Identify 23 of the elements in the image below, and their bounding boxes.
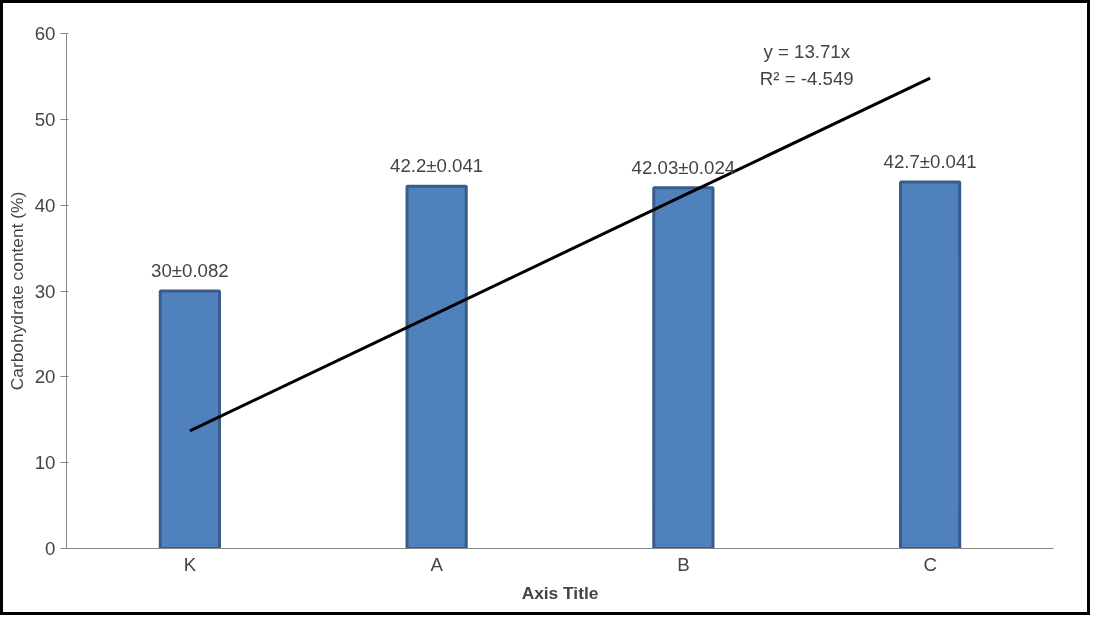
- data-label: 42.2±0.041: [390, 155, 484, 177]
- y-tick-label: 0: [45, 538, 56, 559]
- y-tick-label: 40: [34, 194, 56, 216]
- bar: [405, 184, 468, 549]
- x-tick-label: A: [430, 553, 444, 575]
- y-tick-label: 30: [34, 280, 56, 302]
- data-label: 42.7±0.041: [883, 150, 977, 172]
- bar: [158, 289, 221, 549]
- y-tick-label: 10: [34, 452, 56, 474]
- x-tick-label: B: [677, 553, 690, 575]
- bar: [899, 180, 962, 549]
- data-label: 30±0.082: [151, 260, 229, 281]
- data-label: 42.03±0.024: [631, 156, 736, 178]
- x-tick-label: C: [923, 553, 937, 575]
- bar: [652, 186, 715, 549]
- annotation: y = 13.71x: [763, 41, 851, 63]
- x-tick-label: K: [183, 553, 197, 575]
- x-axis-title: Axis Title: [521, 582, 599, 603]
- y-tick-label: 60: [34, 23, 56, 44]
- y-tick-label: 20: [34, 366, 56, 388]
- y-tick-label: 50: [34, 108, 56, 130]
- y-axis-title: Carbohydrate content (%): [6, 191, 27, 391]
- annotation: R² = -4.549: [759, 68, 854, 90]
